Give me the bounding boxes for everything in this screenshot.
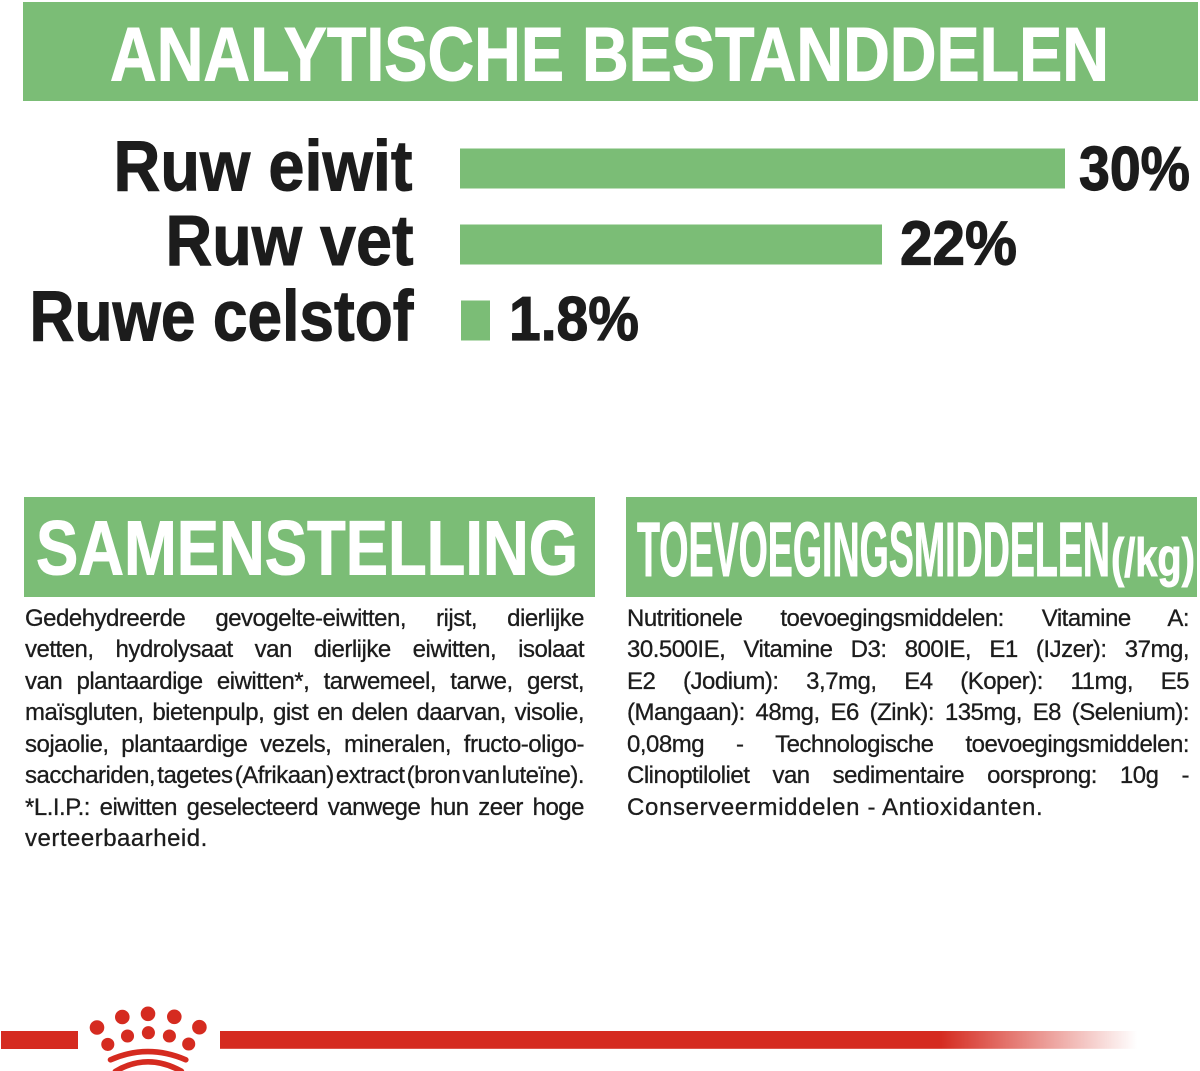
svg-text:Ruwe celstof: Ruwe celstof (30, 276, 414, 356)
svg-text:30%: 30% (1079, 135, 1190, 204)
svg-text:1.8%: 1.8% (509, 285, 639, 354)
svg-text:Ruw vet: Ruw vet (166, 201, 414, 281)
svg-text:ANALYTISCHE BESTANDDELEN: ANALYTISCHE BESTANDDELEN (110, 13, 1109, 98)
svg-text:22%: 22% (900, 210, 1017, 279)
svg-text:Ruw eiwit: Ruw eiwit (114, 127, 413, 207)
svg-text:SAMENSTELLING: SAMENSTELLING (36, 506, 578, 592)
svg-text:TOEVOEGINGSMIDDELEN: TOEVOEGINGSMIDDELEN (637, 507, 1110, 593)
svg-text:(/kg): (/kg) (1111, 528, 1195, 588)
